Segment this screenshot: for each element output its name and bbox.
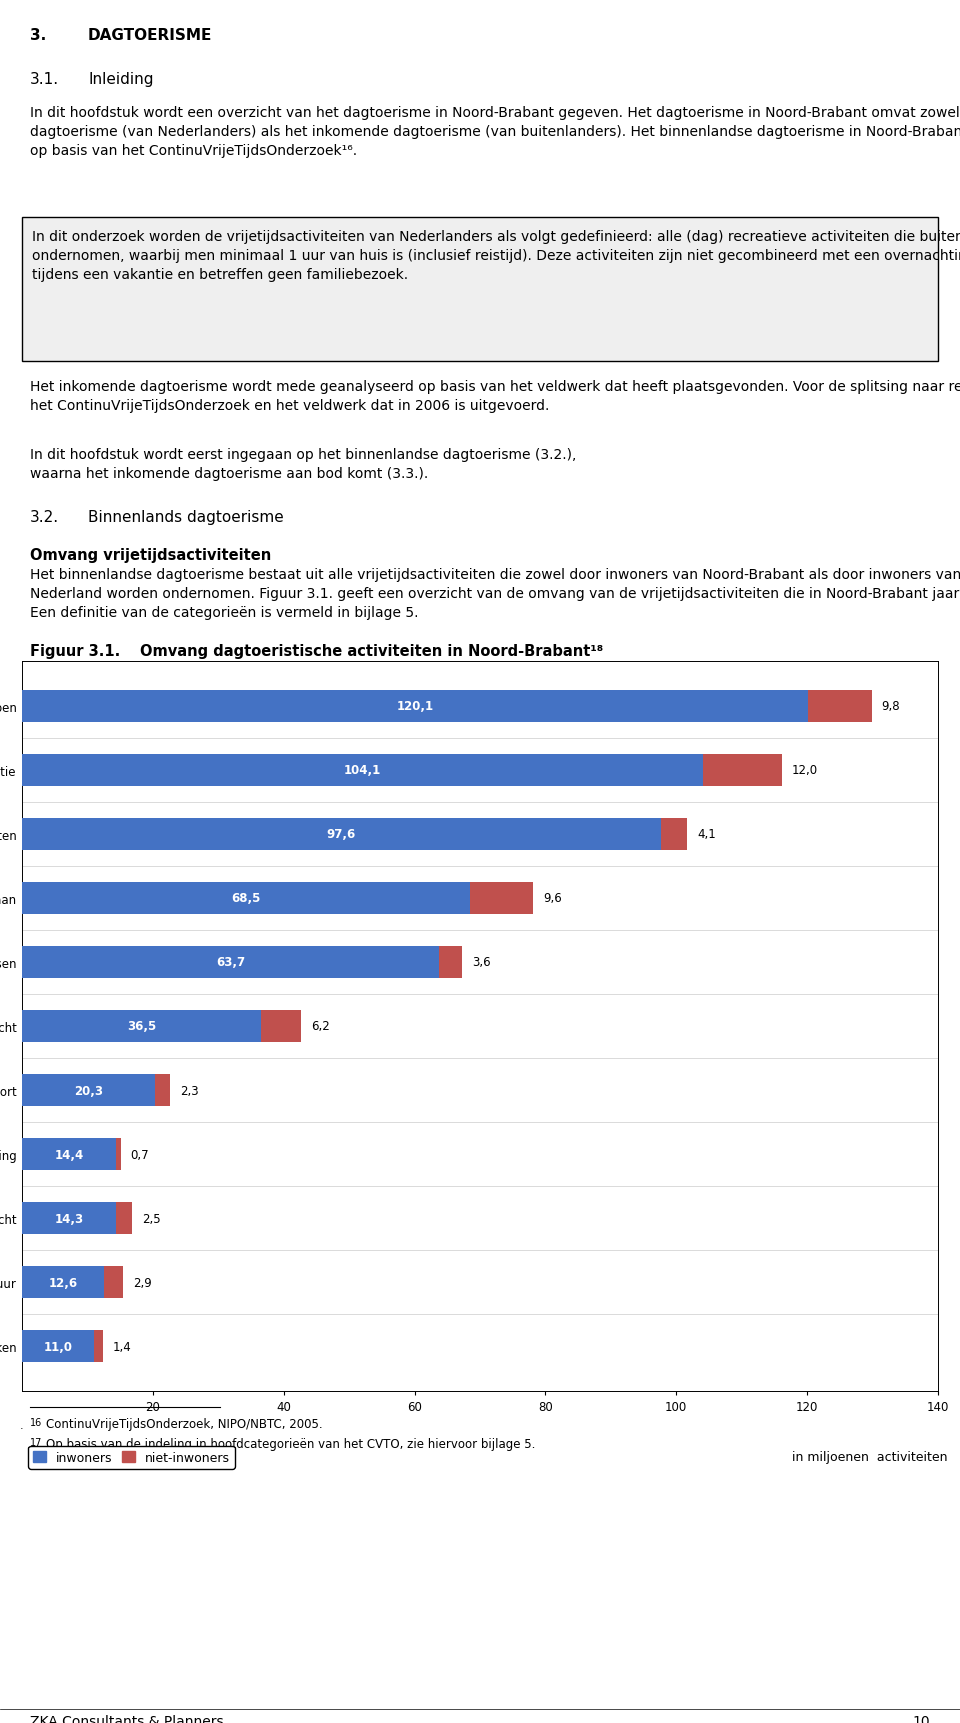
Text: 3.: 3. <box>30 28 46 43</box>
Text: 14,4: 14,4 <box>55 1148 84 1161</box>
Bar <box>105 1266 124 1299</box>
Text: ZKA Consultants & Planners: ZKA Consultants & Planners <box>30 1714 224 1723</box>
Text: 36,5: 36,5 <box>127 1020 156 1032</box>
Text: 14,3: 14,3 <box>54 1211 84 1225</box>
Bar <box>22 818 660 851</box>
Text: 3,6: 3,6 <box>472 956 491 968</box>
Text: Het binnenlandse dagtoerisme bestaat uit alle vrijetijdsactiviteiten die zowel d: Het binnenlandse dagtoerisme bestaat uit… <box>30 567 960 620</box>
Text: 9,8: 9,8 <box>881 700 900 713</box>
Text: 6,2: 6,2 <box>311 1020 330 1032</box>
Text: 2,3: 2,3 <box>180 1084 199 1098</box>
Text: Het inkomende dagtoerisme wordt mede geanalyseerd op basis van het veldwerk dat : Het inkomende dagtoerisme wordt mede gea… <box>30 379 960 414</box>
Text: 68,5: 68,5 <box>231 893 261 905</box>
Bar <box>22 1010 261 1042</box>
Text: Omvang vrijetijdsactiviteiten: Omvang vrijetijdsactiviteiten <box>30 548 272 563</box>
Bar <box>439 946 463 979</box>
Text: 3.2.: 3.2. <box>30 510 60 526</box>
Bar <box>22 1075 155 1106</box>
Bar <box>807 691 872 722</box>
Legend: inwoners, niet-inwoners: inwoners, niet-inwoners <box>28 1446 235 1468</box>
Text: 9,6: 9,6 <box>542 893 562 905</box>
Text: 20,3: 20,3 <box>74 1084 103 1098</box>
Text: in miljoenen  activiteiten: in miljoenen activiteiten <box>792 1451 948 1463</box>
Text: 4,1: 4,1 <box>697 829 716 841</box>
Text: 3.1.: 3.1. <box>30 72 60 86</box>
Bar <box>22 755 703 786</box>
Text: 0,7: 0,7 <box>131 1148 149 1161</box>
Text: In dit onderzoek worden de vrijetijdsactiviteiten van Nederlanders als volgt ged: In dit onderzoek worden de vrijetijdsact… <box>32 229 960 283</box>
Text: Omvang dagtoeristische activiteiten in Noord-Brabant¹⁸: Omvang dagtoeristische activiteiten in N… <box>140 644 603 658</box>
Bar <box>94 1330 103 1363</box>
Bar <box>22 1266 105 1299</box>
Text: 1,4: 1,4 <box>113 1340 132 1353</box>
Text: 63,7: 63,7 <box>216 956 245 968</box>
Text: .: . <box>20 1420 24 1430</box>
Text: 17: 17 <box>30 1437 42 1447</box>
Text: 11,0: 11,0 <box>43 1340 73 1353</box>
Text: Figuur 3.1.: Figuur 3.1. <box>30 644 120 658</box>
Text: 2,5: 2,5 <box>142 1211 160 1225</box>
Text: DAGTOERISME: DAGTOERISME <box>88 28 212 43</box>
Bar <box>703 755 781 786</box>
Bar <box>22 691 807 722</box>
Bar <box>261 1010 301 1042</box>
Text: 104,1: 104,1 <box>344 763 381 777</box>
FancyBboxPatch shape <box>22 217 938 362</box>
Bar <box>470 882 533 915</box>
Text: 12,0: 12,0 <box>791 763 818 777</box>
Bar <box>155 1075 170 1106</box>
Bar <box>22 1203 115 1234</box>
Bar <box>22 1139 116 1170</box>
Text: In dit hoofdstuk wordt eerst ingegaan op het binnenlandse dagtoerisme (3.2.),
wa: In dit hoofdstuk wordt eerst ingegaan op… <box>30 448 576 481</box>
Text: 10: 10 <box>912 1714 930 1723</box>
Bar <box>116 1139 121 1170</box>
Text: 120,1: 120,1 <box>396 700 434 713</box>
Bar <box>22 882 470 915</box>
Text: Binnenlands dagtoerisme: Binnenlands dagtoerisme <box>88 510 284 526</box>
Text: In dit hoofdstuk wordt een overzicht van het dagtoerisme in Noord-Brabant gegeve: In dit hoofdstuk wordt een overzicht van… <box>30 105 960 159</box>
Bar <box>22 946 439 979</box>
Text: 97,6: 97,6 <box>326 829 356 841</box>
Text: 16: 16 <box>30 1418 42 1427</box>
Bar <box>115 1203 132 1234</box>
Text: 2,9: 2,9 <box>133 1277 152 1289</box>
Text: Op basis van de indeling in hoofdcategorieën van het CVTO, zie hiervoor bijlage : Op basis van de indeling in hoofdcategor… <box>46 1437 536 1451</box>
Text: 12,6: 12,6 <box>49 1277 78 1289</box>
Text: Inleiding: Inleiding <box>88 72 154 86</box>
Text: ContinuVrijeTijdsOnderzoek, NIPO/NBTC, 2005.: ContinuVrijeTijdsOnderzoek, NIPO/NBTC, 2… <box>46 1418 323 1430</box>
Bar <box>22 1330 94 1363</box>
Bar <box>660 818 687 851</box>
